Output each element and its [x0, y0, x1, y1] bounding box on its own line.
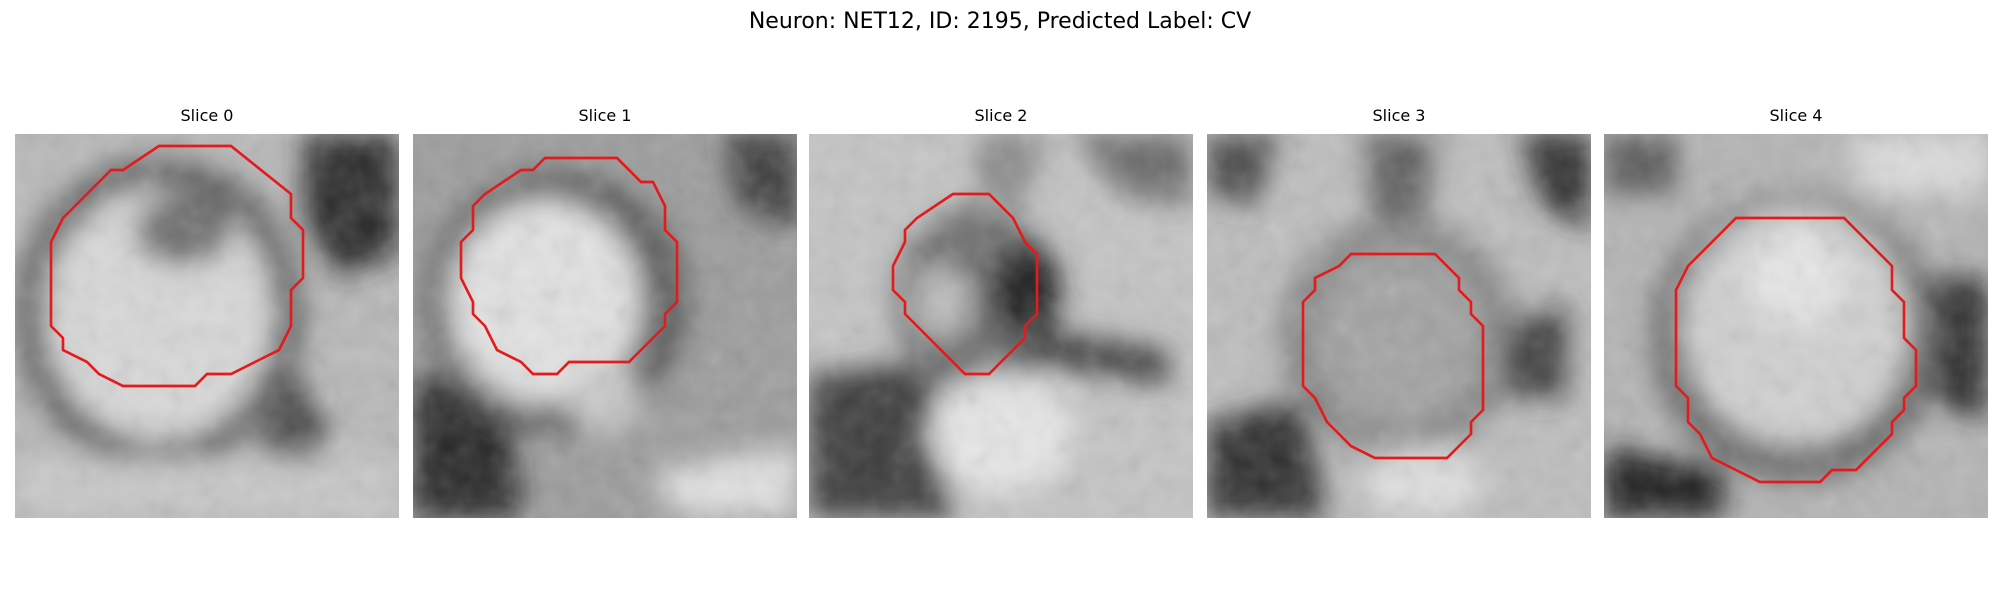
slice-image [1207, 134, 1591, 518]
figure-title: Neuron: NET12, ID: 2195, Predicted Label… [748, 9, 1252, 34]
slice-image [809, 134, 1193, 518]
roi-contour [1674, 216, 1918, 484]
slice-title: Slice 0 [180, 106, 234, 125]
roi-contour [459, 156, 679, 376]
roi-contour [1301, 252, 1485, 460]
slice-title: Slice 2 [974, 106, 1028, 125]
slice-title: Slice 3 [1372, 106, 1426, 125]
roi-contour [49, 144, 305, 388]
slice-title: Slice 1 [578, 106, 632, 125]
slice-image [1604, 134, 1988, 518]
slice-title: Slice 4 [1769, 106, 1823, 125]
slice-image [15, 134, 399, 518]
roi-contour [891, 192, 1039, 376]
slice-image [413, 134, 797, 518]
